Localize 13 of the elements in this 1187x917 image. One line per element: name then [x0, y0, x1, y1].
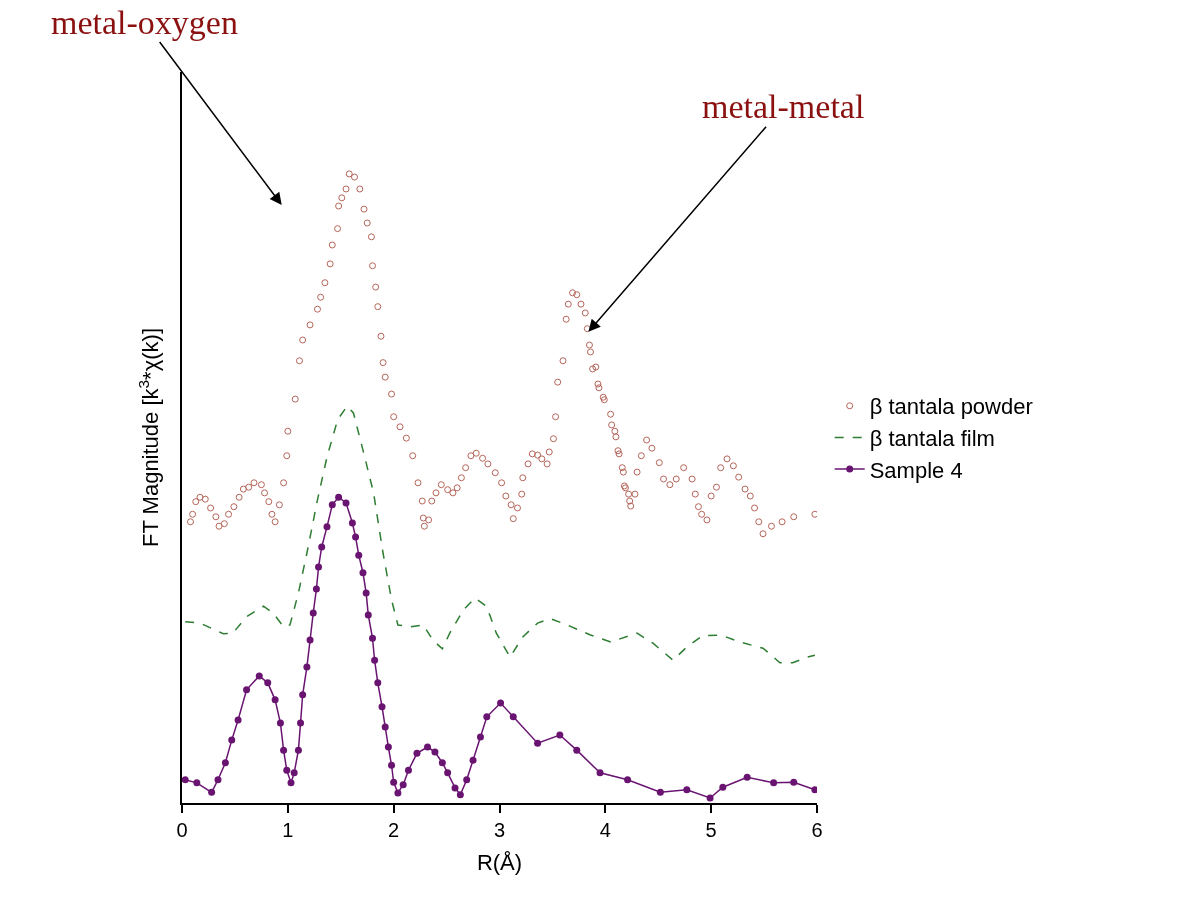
legend-label: β tantala powder	[869, 394, 1033, 420]
x-tick-label: 0	[176, 819, 188, 841]
legend-label: β tantala film	[869, 425, 995, 451]
x-tick-label: 5	[705, 819, 717, 841]
x-tick-label: 6	[811, 819, 823, 841]
x-axis-title: R(Å)	[476, 850, 523, 876]
annotation: metal-metal	[702, 88, 865, 125]
x-tick-label: 3	[493, 819, 506, 841]
text: metal-oxygen	[51, 4, 238, 41]
x-tick-label: 1	[282, 819, 294, 841]
legend-label: Sample 4	[869, 457, 963, 483]
x-tick-label: 2	[388, 819, 400, 841]
x-tick-label: 4	[599, 819, 611, 841]
